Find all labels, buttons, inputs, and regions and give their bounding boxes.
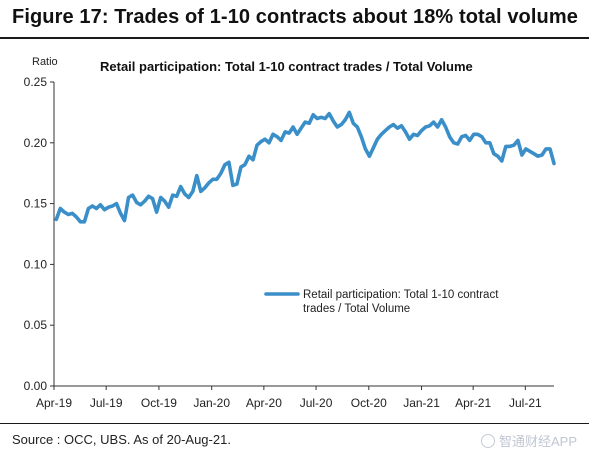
- source-rule: [0, 423, 589, 424]
- y-tick-label: 0.05: [24, 318, 48, 332]
- series-line-retail-participation: [54, 110, 556, 224]
- x-tick-label: Apr-21: [455, 396, 491, 410]
- axes: [53, 82, 554, 387]
- y-axis-label: Ratio: [32, 56, 58, 68]
- legend-label-line2: trades / Total Volume: [303, 303, 410, 315]
- title-rule: [0, 37, 589, 39]
- y-tick-label: 0.15: [24, 197, 48, 211]
- y-tick-label: 0.25: [24, 75, 48, 89]
- x-tick-label: Apr-19: [36, 396, 72, 410]
- x-tick-label: Jul-19: [90, 396, 123, 410]
- x-tick-label: Jul-20: [300, 396, 333, 410]
- legend-label-line1: Retail participation: Total 1-10 contrac…: [303, 289, 499, 301]
- y-tick-label: 0.00: [24, 379, 48, 393]
- watermark: 智通财经APP: [480, 431, 577, 450]
- line-chart: Ratio Retail participation: Total 1-10 c…: [24, 56, 556, 410]
- x-tick-label: Jan-21: [403, 396, 440, 410]
- x-tick-label: Apr-20: [246, 396, 282, 410]
- x-tick-label: Oct-19: [141, 396, 177, 410]
- legend: Retail participation: Total 1-10 contrac…: [264, 289, 499, 315]
- x-tick-label: Jul-21: [509, 396, 542, 410]
- y-tick-label: 0.10: [24, 257, 48, 271]
- watermark-text: 智通财经APP: [498, 434, 577, 449]
- x-tick-label: Jan-20: [193, 396, 230, 410]
- y-tick-label: 0.20: [24, 136, 48, 150]
- x-tick-label: Oct-20: [351, 396, 387, 410]
- chart-title: Retail participation: Total 1-10 contrac…: [100, 59, 473, 74]
- figure-title: Figure 17: Trades of 1-10 contracts abou…: [12, 6, 578, 28]
- y-ticks: 0.00 0.05 0.10 0.15 0.20 0.25: [24, 75, 54, 393]
- source-note: Source : OCC, UBS. As of 20-Aug-21.: [12, 432, 231, 447]
- watermark-logo-icon: [480, 434, 495, 448]
- x-ticks: Apr-19 Jul-19 Oct-19 Jan-20 Apr-20 Jul-20 Oct-…: [36, 386, 542, 410]
